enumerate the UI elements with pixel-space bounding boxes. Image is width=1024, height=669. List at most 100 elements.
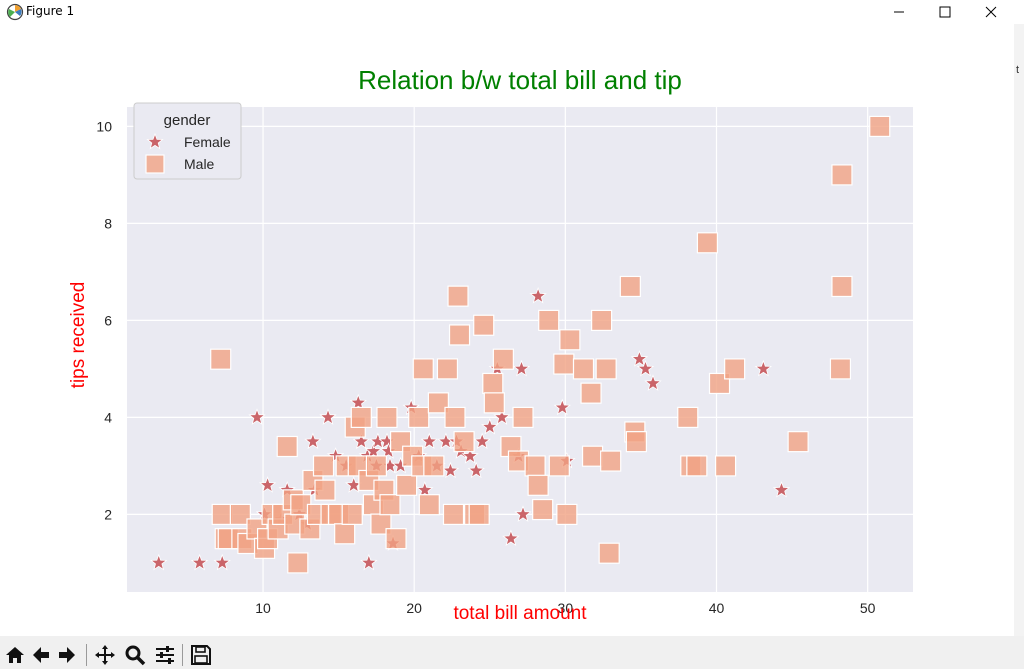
window-title: Figure 1 — [26, 4, 75, 18]
male-point — [314, 479, 336, 501]
female-point — [461, 447, 479, 464]
legend-male-marker — [145, 154, 165, 174]
toolbar-divider — [86, 644, 87, 666]
legend-female-marker — [146, 132, 164, 150]
male-point — [524, 455, 546, 477]
female-point — [190, 553, 209, 571]
male-point — [468, 503, 490, 525]
x-tick-label: 50 — [860, 600, 876, 616]
female-point — [754, 359, 773, 377]
male-point — [312, 455, 335, 477]
female-point — [416, 480, 434, 498]
configure-subplots-icon[interactable] — [154, 644, 176, 666]
y-tick-label: 10 — [96, 118, 112, 134]
background-window-text: t — [1016, 64, 1020, 76]
male-point — [210, 348, 232, 370]
male-point — [442, 503, 465, 525]
male-point — [538, 309, 560, 331]
male-point — [556, 503, 578, 525]
female-point — [304, 432, 322, 450]
female-point — [319, 408, 337, 425]
female-point — [514, 505, 532, 522]
male-point — [427, 392, 449, 414]
male-point — [831, 275, 853, 298]
female-point — [467, 461, 485, 479]
male-point — [600, 450, 622, 472]
female-point — [150, 553, 168, 571]
male-point — [408, 406, 430, 428]
female-point — [258, 476, 277, 493]
male-point — [787, 431, 809, 453]
zoom-magnifier-icon[interactable] — [124, 644, 146, 666]
plot-area — [127, 107, 913, 592]
male-point — [686, 455, 708, 477]
scatter-chart: Relation b/w total bill and tip 10 20 30 40… — [68, 65, 913, 624]
legend-male-label: Male — [184, 156, 215, 172]
female-point — [352, 432, 370, 450]
female-point — [493, 408, 511, 425]
male-point — [385, 528, 407, 550]
male-point — [444, 406, 466, 428]
female-point — [529, 287, 547, 304]
female-point — [481, 417, 499, 435]
male-point — [724, 358, 746, 380]
y-tick-label: 2 — [104, 506, 112, 522]
close-icon[interactable] — [968, 0, 1014, 24]
navigation-toolbar — [0, 636, 1024, 669]
y-tick-label: 4 — [104, 409, 112, 425]
home-icon[interactable] — [4, 644, 26, 666]
female-point — [349, 393, 367, 411]
male-point — [334, 523, 356, 545]
male-point — [492, 348, 514, 370]
maximize-icon[interactable] — [922, 0, 968, 24]
male-point — [581, 445, 604, 467]
female-point — [441, 461, 460, 479]
legend-title: gender — [164, 112, 211, 129]
y-tick-label: 8 — [104, 215, 112, 231]
male-point — [714, 455, 737, 477]
female-point — [636, 359, 655, 377]
male-point — [512, 406, 534, 428]
minimize-icon[interactable] — [876, 0, 922, 24]
male-point — [423, 455, 445, 477]
pan-move-icon[interactable] — [94, 644, 116, 666]
male-point — [483, 392, 505, 414]
male-point — [696, 232, 719, 254]
female-point — [630, 350, 649, 367]
male-point — [396, 474, 418, 496]
forward-arrow-icon[interactable] — [56, 644, 78, 666]
male-point — [625, 431, 647, 453]
legend: gender Female Male — [133, 102, 242, 180]
save-floppy-icon[interactable] — [190, 644, 212, 666]
x-tick-label: 30 — [558, 600, 574, 616]
y-tick-label: 6 — [104, 312, 112, 328]
female-point — [360, 553, 378, 571]
male-point — [532, 498, 554, 521]
male-point — [548, 455, 570, 477]
female-point — [473, 432, 491, 450]
male-point — [453, 431, 475, 453]
x-tick-label: 10 — [255, 600, 271, 616]
male-point — [341, 503, 363, 525]
female-point — [502, 529, 520, 547]
window-titlebar: Figure 1 — [0, 0, 1024, 24]
male-point — [350, 406, 372, 428]
male-point — [619, 275, 641, 298]
male-point — [580, 382, 602, 404]
male-point — [559, 329, 581, 351]
legend-square-marker — [145, 154, 165, 174]
male-point — [448, 324, 471, 346]
female-point — [248, 408, 266, 425]
male-point — [287, 552, 309, 574]
male-point — [831, 164, 853, 186]
male-point — [211, 503, 233, 525]
back-arrow-icon[interactable] — [30, 644, 52, 666]
male-point — [473, 314, 495, 336]
toolbar-divider — [182, 644, 183, 666]
female-point — [772, 480, 791, 498]
male-point — [436, 358, 459, 380]
male-point — [677, 406, 699, 428]
female-point — [644, 374, 662, 391]
female-point — [420, 432, 438, 450]
male-point — [869, 115, 891, 138]
